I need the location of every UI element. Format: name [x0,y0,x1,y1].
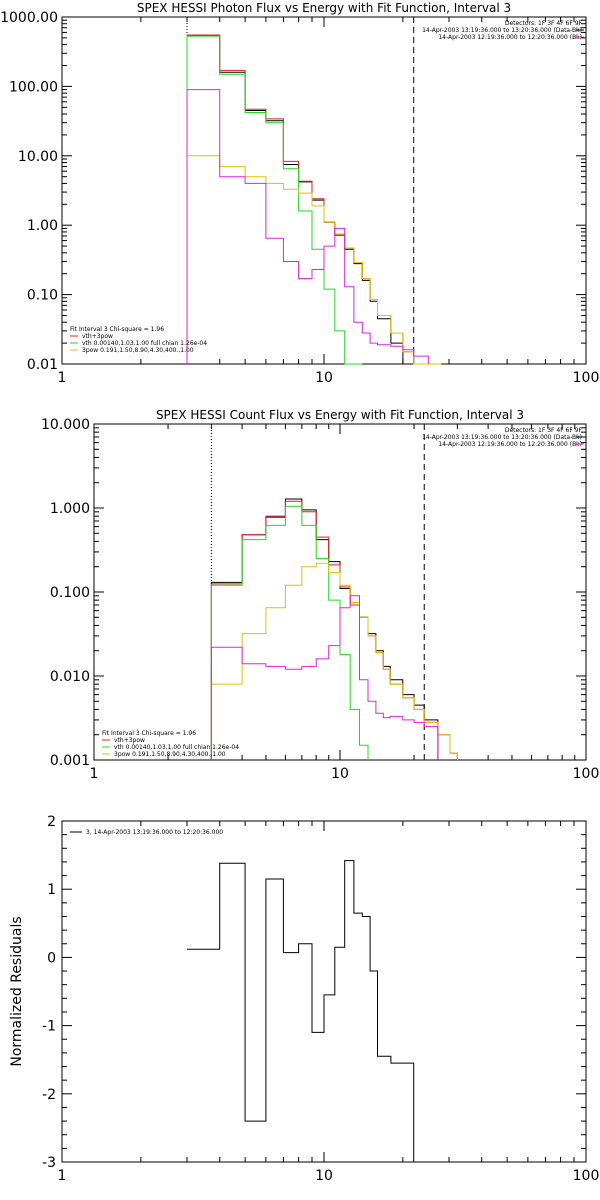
panel-3: 1 10 100 -3 -2 -1 0 1 2 Normalized Residuals 3, 14… [9,814,599,1184]
header-text: 14-Apr-2003 12:19:36.000 to 12:20:36.000… [438,34,582,41]
x-tick-label: 100 [573,766,600,782]
header-text: 14-Apr-2003 13:19:36.000 to 13:20:36.000… [422,27,582,34]
x-tick-label: 1 [58,370,67,386]
y-tick-label: 2 [47,814,56,830]
y-tick-label: 100.00 [9,79,58,95]
legend-text: vth+3pow [82,333,113,340]
series-3pow [210,562,458,760]
x-tick-label: 100 [573,370,600,386]
x-tick-label: 100 [573,1168,600,1184]
x-tick-label: 10 [315,1168,333,1184]
axes-frame [61,820,587,1163]
legend-text: 3pow 0.191,1.50,8.90,4.30,400.,1.00 [114,751,226,758]
series-data [210,498,439,760]
x-tick-label: 1 [90,766,99,782]
series-Bk [210,595,439,760]
y-tick-label: 10.00 [18,149,58,165]
series-residuals [187,860,415,1162]
legend-text: vth 0.00140,1.03,1.00 full chian 1.26e-0… [82,340,207,347]
series-3pow [186,155,442,365]
plot-area [187,860,415,1162]
y-tick-label: -1 [42,1019,56,1035]
legend-text: vth 0.00140,1.03,1.00 full chian 1.26e-0… [114,744,239,751]
x-tick-label: 10 [331,766,349,782]
legend-text: Fit Interval 3 Chi-square = 1.96 [70,326,164,333]
y-axis-label: Normalized Residuals [9,916,25,1066]
y-axis: -3 -2 -1 0 1 2 [42,814,586,1171]
header-text: Detectors: 1F 3F 4F 6F 9F [505,427,583,434]
y-tick-label: 1.000 [50,501,90,517]
axes-frame [93,423,587,761]
header-text: Detectors: 1F 3F 4F 6F 9F [505,20,583,27]
series-vth+3pow [186,34,442,365]
y-tick-label: 0 [47,950,56,966]
x-tick-label: 1 [58,1168,67,1184]
x-axis: 1 10 100 [58,17,600,386]
y-tick-label: 0.10 [27,288,58,304]
legend-text: 3pow 0.191,1.50,8.90,4.30,400.,1.00 [82,347,194,354]
x-axis: 1 10 100 [90,424,600,782]
y-tick-label: 0.100 [50,585,90,601]
y-tick-label: 1.00 [27,218,58,234]
series-data [186,35,404,364]
x-axis: 1 10 100 [58,821,600,1184]
y-tick-label: 1 [47,882,56,898]
series-vth [210,505,369,760]
header-text: 14-Apr-2003 13:19:36.000 to 13:20:36.000… [422,434,582,441]
series-Bk [186,89,429,364]
legend-text: 3, 14-Apr-2003 13:19:36.000 to 12:20:36.… [86,829,223,836]
series-vth [186,35,363,365]
legend-text: vth+3pow [114,737,145,744]
chart-title: SPEX HESSI Photon Flux vs Energy with Fi… [137,1,511,15]
y-tick-label: 0.01 [27,357,58,373]
series-vth+3pow [210,500,458,760]
header-text: 14-Apr-2003 12:19:36.000 to 12:20:36.000… [438,441,582,448]
panel-2: SPEX HESSI Count Flux vs Energy with Fit… [41,408,599,782]
plot-area [210,498,458,760]
y-tick-label: 1000.00 [0,10,58,26]
y-axis: 0.001 0.010 0.100 1.000 10.000 [41,417,586,769]
y-tick-label: -3 [42,1155,56,1171]
chart-title: SPEX HESSI Count Flux vs Energy with Fit… [156,408,524,422]
y-tick-label: 10.000 [41,417,90,433]
x-tick-label: 10 [315,370,333,386]
y-tick-label: 0.001 [50,753,90,769]
panel-1: SPEX HESSI Photon Flux vs Energy with Fi… [0,1,599,386]
legend-text: Fit Interval 3 Chi-square = 1.96 [102,730,196,737]
axes-frame [61,16,587,365]
y-tick-label: -2 [42,1087,56,1103]
y-axis: 0.01 0.10 1.00 10.00 100.00 1000.00 [0,10,586,373]
plot-area [186,34,442,365]
y-tick-label: 0.010 [50,669,90,685]
